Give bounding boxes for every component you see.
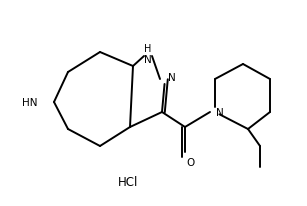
Text: N: N [216,108,224,117]
Text: H: H [144,44,152,54]
Text: O: O [186,157,194,167]
Text: HCl: HCl [118,176,138,188]
Text: N: N [168,73,176,83]
Text: HN: HN [22,97,38,108]
Text: N: N [144,55,152,65]
